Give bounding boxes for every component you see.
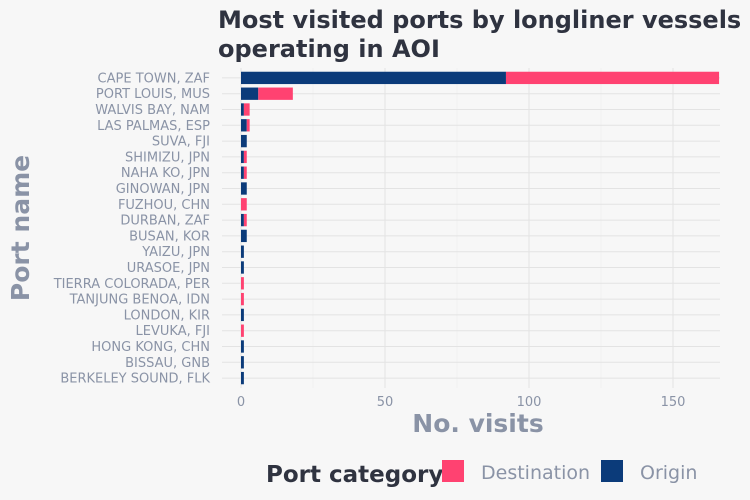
- x-tick-label: 100: [517, 395, 542, 410]
- y-axis-title: Port name: [6, 155, 35, 301]
- y-tick-label: HONG KONG, CHN: [91, 340, 210, 355]
- y-tick-label: SUVA, FJI: [152, 135, 210, 150]
- y-tick-label: SHIMIZU, JPN: [125, 150, 210, 165]
- bar-origin: [241, 356, 244, 369]
- y-tick-label: DURBAN, ZAF: [120, 214, 210, 229]
- bar-destination: [243, 213, 247, 227]
- bar-destination: [241, 292, 244, 306]
- bar-origin: [241, 245, 244, 258]
- legend-title: Port category: [266, 462, 443, 488]
- bar-origin: [241, 150, 244, 164]
- chart-title-line: Most visited ports by longliner vessels: [218, 6, 741, 34]
- y-tick-label: LEVUKA, FJI: [136, 324, 210, 339]
- y-tick-label: LONDON, KIR: [124, 308, 210, 323]
- bar-origin: [241, 340, 244, 353]
- y-tick-label: TANJUNG BENOA, IDN: [69, 293, 210, 308]
- chart-title: Most visited ports by longliner vesselso…: [218, 6, 741, 63]
- y-tick-label: WALVIS BAY, NAM: [95, 103, 210, 118]
- y-tick-label: BUSAN, KOR: [129, 229, 210, 244]
- legend-label-origin: Origin: [640, 462, 697, 484]
- y-tick-label: BISSAU, GNB: [125, 356, 210, 371]
- y-tick-label: YAIZU, JPN: [141, 245, 210, 260]
- bar-origin: [241, 308, 244, 322]
- bar-destination: [243, 150, 247, 164]
- bar-destination: [258, 87, 293, 100]
- bar-origin: [241, 71, 506, 85]
- x-axis-title: No. visits: [412, 409, 543, 438]
- legend: Port category Destination Origin: [266, 460, 697, 488]
- bar-destination: [243, 103, 250, 116]
- bar-destination: [505, 71, 720, 85]
- bar-destination: [243, 166, 247, 179]
- bar-origin: [241, 103, 244, 116]
- y-tick-label: TIERRA COLORADA, PER: [53, 277, 210, 292]
- bar-destination: [241, 277, 244, 290]
- bar-origin: [241, 371, 244, 385]
- y-tick-label: URASOE, JPN: [127, 261, 210, 276]
- chart-title-line: operating in AOI: [218, 35, 440, 63]
- y-tick-label: FUZHOU, CHN: [118, 198, 210, 213]
- bar-destination: [246, 119, 250, 132]
- bar-destination: [241, 198, 247, 211]
- y-tick-label: PORT LOUIS, MUS: [96, 87, 210, 102]
- x-tick-label: 50: [377, 395, 394, 410]
- bar-origin: [241, 261, 244, 274]
- y-tick-label: CAPE TOWN, ZAF: [98, 71, 210, 86]
- y-tick-label: BERKELEY SOUND, FLK: [60, 372, 210, 387]
- x-tick-labels: 0 50 100 150: [237, 395, 686, 410]
- bar-destination: [241, 324, 244, 337]
- bar-origin: [241, 213, 244, 227]
- y-tick-label: LAS PALMAS, ESP: [97, 119, 210, 134]
- bar-origin: [241, 87, 259, 100]
- legend-key-origin: [601, 460, 623, 482]
- bar-origin: [241, 119, 247, 132]
- x-tick-label: 150: [661, 395, 686, 410]
- x-tick-label: 0: [237, 395, 245, 410]
- gridlines: [222, 68, 720, 388]
- legend-key-destination: [442, 460, 464, 482]
- y-tick-label: GINOWAN, JPN: [116, 182, 210, 197]
- bar-origin: [241, 229, 247, 243]
- bars: [241, 71, 720, 385]
- y-tick-label: NAHA KO, JPN: [121, 166, 210, 181]
- bar-origin: [241, 134, 247, 148]
- bar-origin: [241, 182, 247, 195]
- legend-label-destination: Destination: [481, 462, 590, 484]
- bar-origin: [241, 166, 244, 179]
